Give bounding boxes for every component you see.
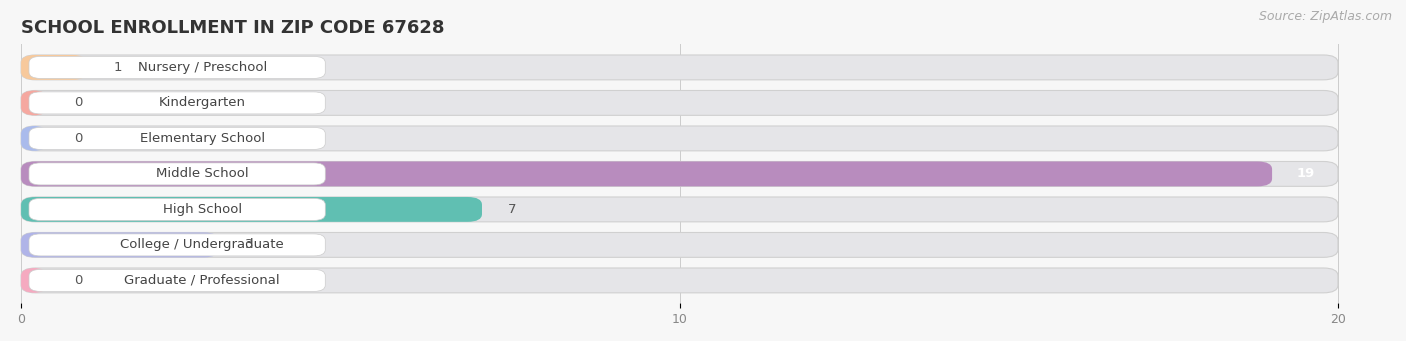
Text: Middle School: Middle School — [156, 167, 249, 180]
FancyBboxPatch shape — [30, 163, 325, 185]
Text: 19: 19 — [1296, 167, 1315, 180]
Text: Elementary School: Elementary School — [139, 132, 264, 145]
FancyBboxPatch shape — [21, 268, 48, 293]
Text: Nursery / Preschool: Nursery / Preschool — [138, 61, 267, 74]
FancyBboxPatch shape — [30, 128, 325, 149]
FancyBboxPatch shape — [21, 55, 87, 80]
Text: 0: 0 — [73, 97, 82, 109]
FancyBboxPatch shape — [21, 90, 1339, 115]
Text: 1: 1 — [114, 61, 122, 74]
Text: Source: ZipAtlas.com: Source: ZipAtlas.com — [1258, 10, 1392, 23]
Text: Kindergarten: Kindergarten — [159, 97, 246, 109]
FancyBboxPatch shape — [21, 126, 1339, 151]
FancyBboxPatch shape — [30, 198, 325, 220]
FancyBboxPatch shape — [21, 55, 1339, 80]
FancyBboxPatch shape — [21, 233, 218, 257]
Text: 0: 0 — [73, 132, 82, 145]
FancyBboxPatch shape — [30, 56, 325, 78]
FancyBboxPatch shape — [21, 162, 1272, 186]
FancyBboxPatch shape — [21, 126, 48, 151]
Text: 7: 7 — [509, 203, 517, 216]
FancyBboxPatch shape — [30, 92, 325, 114]
Text: College / Undergraduate: College / Undergraduate — [121, 238, 284, 251]
Text: Graduate / Professional: Graduate / Professional — [124, 274, 280, 287]
FancyBboxPatch shape — [21, 162, 1339, 186]
FancyBboxPatch shape — [21, 90, 48, 115]
FancyBboxPatch shape — [30, 269, 325, 292]
FancyBboxPatch shape — [21, 197, 482, 222]
FancyBboxPatch shape — [30, 234, 325, 256]
Text: 3: 3 — [245, 238, 253, 251]
Text: 0: 0 — [73, 274, 82, 287]
FancyBboxPatch shape — [21, 197, 1339, 222]
FancyBboxPatch shape — [21, 233, 1339, 257]
Text: High School: High School — [163, 203, 242, 216]
FancyBboxPatch shape — [21, 268, 1339, 293]
Text: SCHOOL ENROLLMENT IN ZIP CODE 67628: SCHOOL ENROLLMENT IN ZIP CODE 67628 — [21, 19, 444, 37]
